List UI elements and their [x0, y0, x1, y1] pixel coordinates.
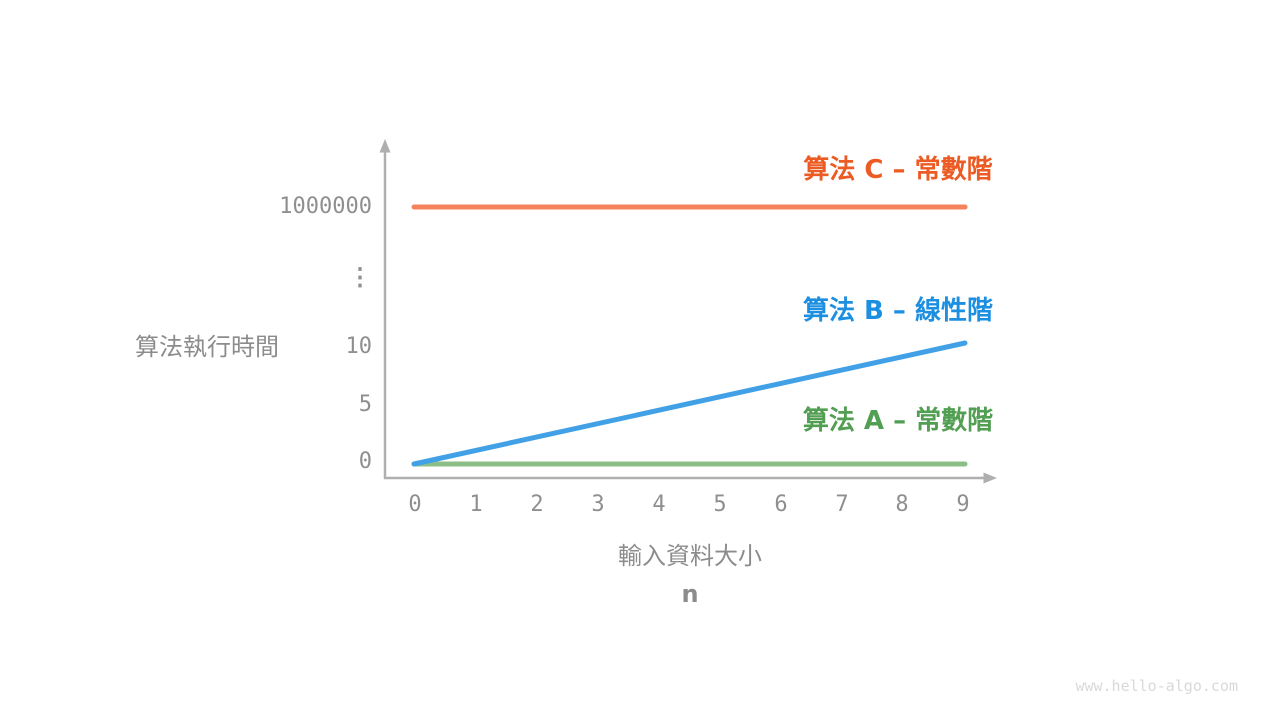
x-tick-9: 9 — [956, 492, 970, 517]
x-tick-0: 0 — [408, 492, 422, 517]
x-tick-5: 5 — [713, 492, 727, 517]
series-label-algorithm-a-constant: 算法 A – 常數階 — [802, 406, 994, 436]
y-tick-0: 0 — [358, 449, 372, 474]
y-tick-5: 5 — [358, 392, 372, 417]
series-label-algorithm-b-linear: 算法 B – 線性階 — [803, 296, 993, 326]
watermark-url: www.hello-algo.com — [1075, 677, 1238, 695]
x-axis-title: 輸入資料大小 — [618, 542, 762, 570]
y-tick-1000000: 1000000 — [279, 194, 372, 219]
series-label-algorithm-c-constant: 算法 C – 常數階 — [803, 155, 993, 185]
x-tick-8: 8 — [895, 492, 909, 517]
x-tick-6: 6 — [774, 492, 788, 517]
series-line-algorithm-b-linear — [411, 340, 968, 467]
x-tick-1: 1 — [469, 492, 483, 517]
x-axis-variable-n: n — [681, 580, 699, 608]
y-axis-title: 算法執行時間 — [135, 333, 279, 361]
y-axis-break-ellipsis: ⋮ — [348, 263, 372, 291]
x-tick-3: 3 — [591, 492, 605, 517]
x-tick-2: 2 — [530, 492, 544, 517]
x-axis-arrow-icon — [983, 472, 997, 484]
y-axis-arrow-icon — [379, 139, 391, 153]
x-tick-7: 7 — [835, 492, 849, 517]
y-tick-10: 10 — [345, 334, 373, 359]
x-tick-4: 4 — [652, 492, 666, 517]
